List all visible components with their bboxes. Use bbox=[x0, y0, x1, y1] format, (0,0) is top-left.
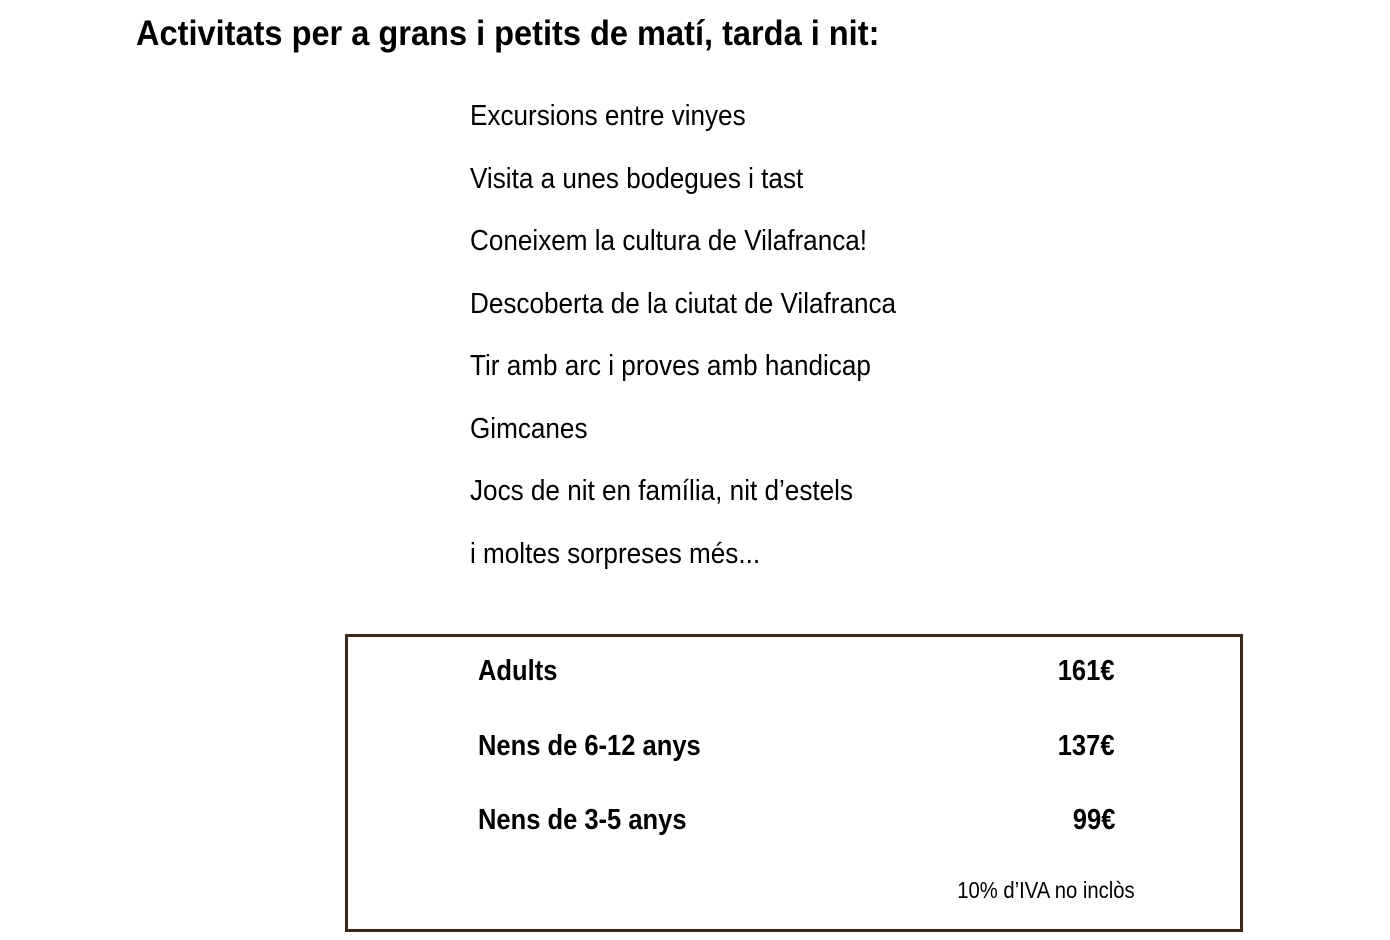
list-item: Visita a unes bodegues i tast bbox=[470, 162, 804, 195]
list-item: Descoberta de la ciutat de Vilafranca bbox=[470, 287, 897, 320]
price-box: Adults 161€ Nens de 6-12 anys 137€ Nens … bbox=[345, 634, 1243, 932]
price-label: Nens de 6-12 anys bbox=[478, 730, 701, 762]
list-item: Tir amb arc i proves amb handicap bbox=[470, 350, 871, 382]
price-value: 137€ bbox=[1058, 730, 1115, 762]
page-title: Activitats per a grans i petits de matí,… bbox=[136, 14, 880, 53]
list-item: i moltes sorpreses més... bbox=[470, 537, 761, 570]
list-item: Jocs de nit en família, nit d’estels bbox=[470, 475, 853, 507]
price-value: 161€ bbox=[1058, 655, 1115, 687]
list-item: Coneixem la cultura de Vilafranca! bbox=[470, 225, 868, 257]
vat-note: 10% d’IVA no inclòs bbox=[957, 877, 1135, 903]
list-item: Excursions entre vinyes bbox=[470, 100, 746, 132]
list-item: Gimcanes bbox=[470, 412, 588, 445]
activities-list: Excursions entre vinyes Visita a unes bo… bbox=[470, 100, 943, 600]
price-label: Nens de 3-5 anys bbox=[478, 804, 687, 836]
price-value: 99€ bbox=[1072, 804, 1115, 836]
price-label: Adults bbox=[478, 655, 558, 687]
